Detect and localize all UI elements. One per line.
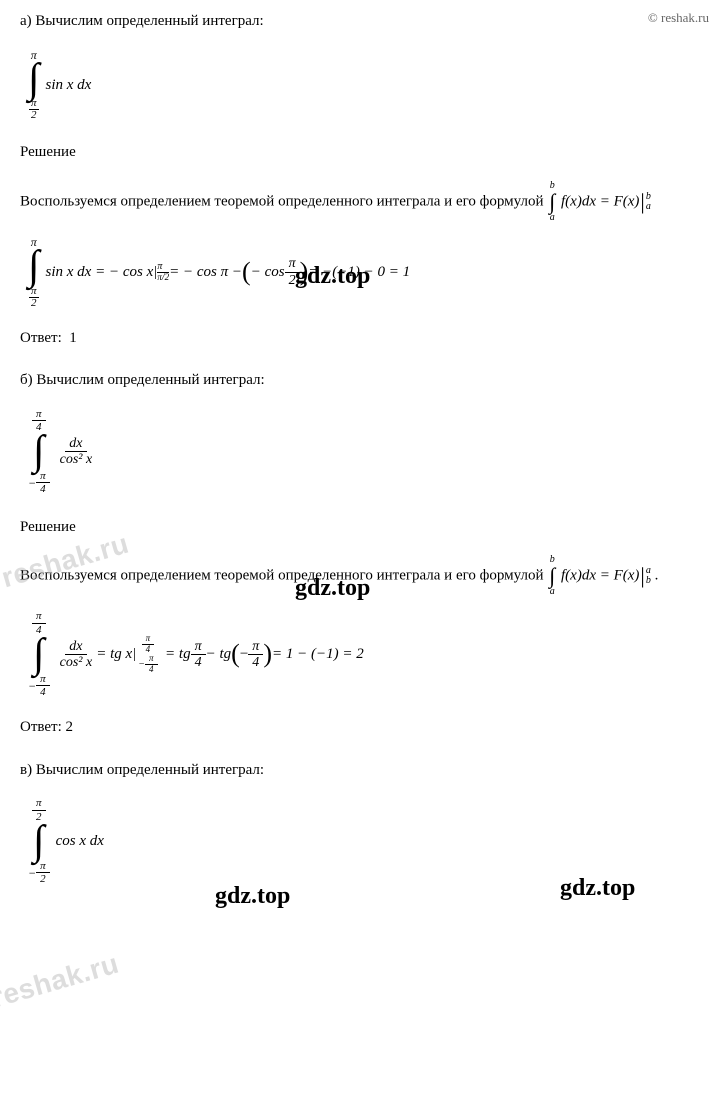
part-a-solution-title: Решение [20,141,703,164]
part-a-answer: Ответ: 1 [20,327,703,350]
integrand: cos x dx [56,830,104,853]
part-c-integral: π2 ∫ − π2 cos x dx [28,797,703,885]
watermark-reshak-2: reshak.ru [0,943,124,1019]
int-lower: − π4 [28,470,50,495]
part-b-prompt: б) Вычислим определенный интеграл: [20,369,703,392]
int-sign: ∫ [28,63,40,97]
part-a-integral: π ∫ π 2 sin x dx [28,49,703,122]
part-b-calc: π4 ∫ − π4 dx cos² x = tg x| π4 −π4 = tg … [28,610,703,698]
integrand: sin x dx [46,74,92,97]
integrand-frac: dx cos² x [56,436,97,468]
part-a-calc: π ∫ π 2 sin x dx = − cos x| ππ/2 = − cos… [28,236,703,309]
part-c-prompt: в) Вычислим определенный интеграл: [20,759,703,782]
part-b-explain: Воспользуемся определением теоремой опре… [20,552,703,600]
part-b-integral: π4 ∫ − π4 dx cos² x [28,408,703,496]
part-a-explain: Воспользуемся определением теоремой опре… [20,178,703,226]
int-lower: π 2 [29,98,39,121]
int-lower: − π2 [28,860,50,885]
part-b-answer: Ответ: 2 [20,716,703,739]
part-a-prompt: а) Вычислим определенный интеграл: [20,10,703,33]
copyright-text: © reshak.ru [648,8,709,28]
int-sign: ∫ [33,825,45,859]
int-sign: ∫ [33,435,45,469]
part-b-solution-title: Решение [20,516,703,539]
